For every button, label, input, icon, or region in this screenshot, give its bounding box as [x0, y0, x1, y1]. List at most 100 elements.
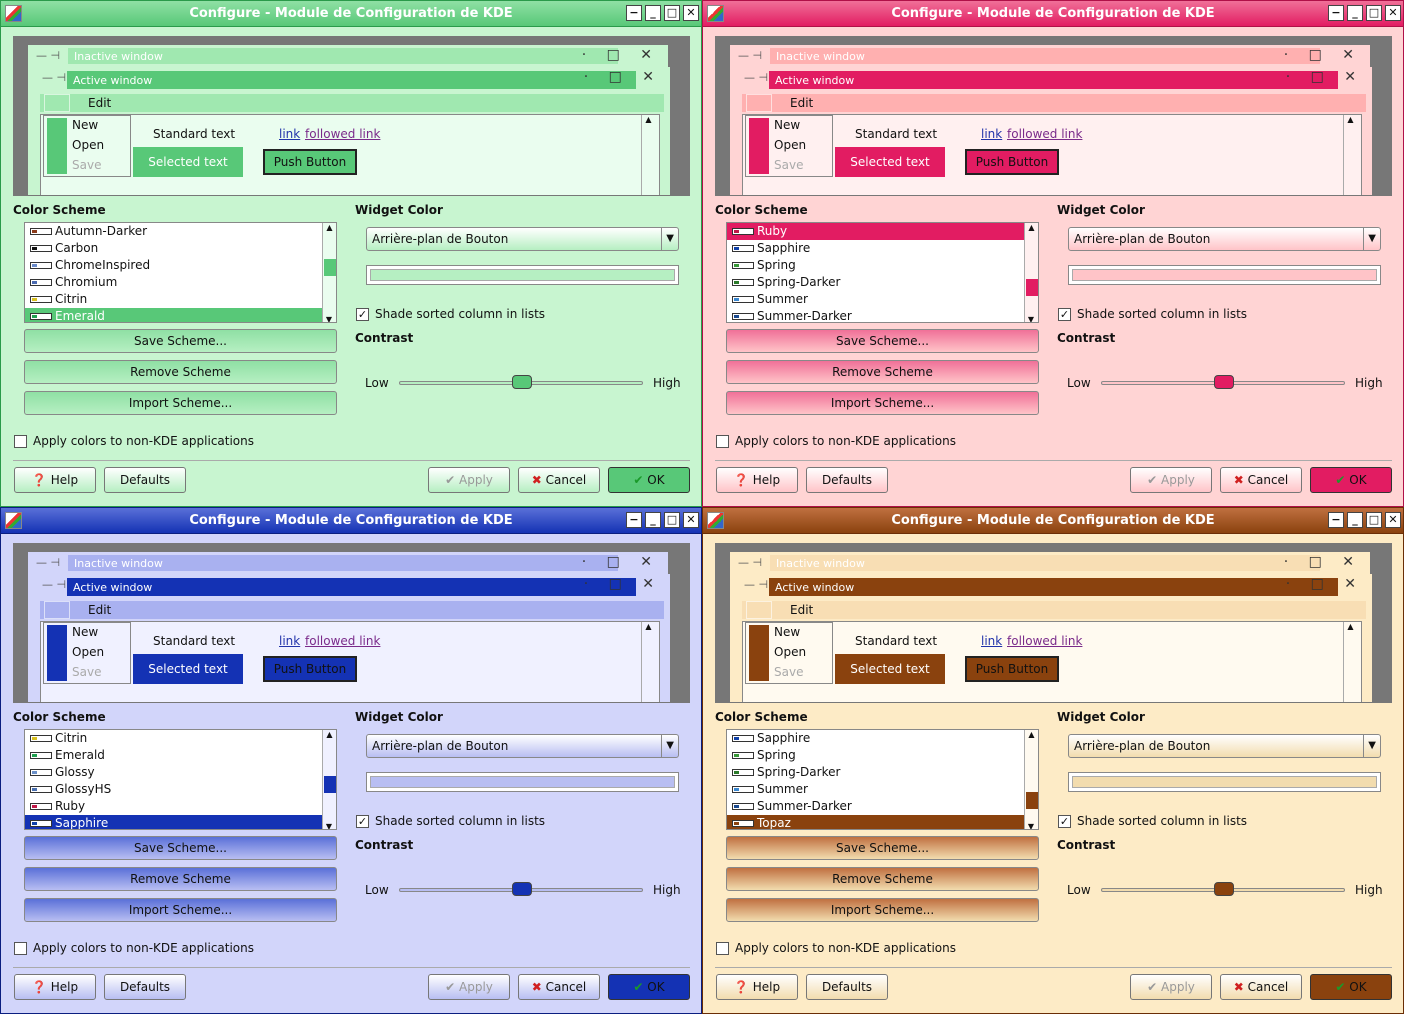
widget-color-button[interactable] — [366, 772, 679, 792]
scheme-list-item[interactable]: Citrin — [25, 730, 336, 747]
cancel-button[interactable]: ✖ Cancel — [1220, 974, 1302, 1000]
scheme-list-scrollbar[interactable]: ▲ ▼ — [1024, 730, 1038, 830]
scheme-list-item[interactable]: Spring-Darker — [727, 274, 1038, 291]
help-button[interactable]: ❓ Help — [14, 467, 96, 493]
shade-sorted-checkbox[interactable]: ✓ — [1058, 815, 1071, 828]
contrast-slider[interactable] — [1101, 375, 1345, 389]
close-icon[interactable]: ✕ — [683, 512, 699, 528]
scheme-list-item[interactable]: Sapphire — [727, 730, 1038, 747]
save-scheme-button[interactable]: Save Scheme... — [726, 329, 1039, 353]
window-titlebar[interactable]: Configure - Module de Configuration de K… — [703, 508, 1403, 534]
defaults-button[interactable]: Defaults — [104, 467, 186, 493]
arrow-down-icon[interactable]: ▼ — [325, 822, 333, 830]
save-scheme-button[interactable]: Save Scheme... — [24, 329, 337, 353]
arrow-down-icon[interactable]: ▼ — [1027, 822, 1035, 830]
close-icon[interactable]: ✕ — [683, 5, 699, 21]
window-titlebar[interactable]: Configure - Module de Configuration de K… — [703, 1, 1403, 27]
import-scheme-button[interactable]: Import Scheme... — [24, 391, 337, 415]
contrast-slider[interactable] — [399, 375, 643, 389]
ok-button[interactable]: ✔ OK — [1310, 467, 1392, 493]
defaults-button[interactable]: Defaults — [104, 974, 186, 1000]
remove-scheme-button[interactable]: Remove Scheme — [24, 360, 337, 384]
ok-button[interactable]: ✔ OK — [608, 467, 690, 493]
slider-handle[interactable] — [1214, 882, 1234, 896]
import-scheme-button[interactable]: Import Scheme... — [726, 391, 1039, 415]
scheme-list-item[interactable]: Autumn-Darker — [25, 223, 336, 240]
contrast-slider[interactable] — [399, 882, 643, 896]
import-scheme-button[interactable]: Import Scheme... — [24, 898, 337, 922]
apply-button[interactable]: ✔ Apply — [428, 467, 510, 493]
cancel-button[interactable]: ✖ Cancel — [518, 974, 600, 1000]
apply-non-kde-checkbox[interactable] — [716, 942, 729, 955]
minimize-icon[interactable]: _ — [645, 5, 661, 21]
scheme-list-item[interactable]: Glossy — [25, 764, 336, 781]
help-icon[interactable]: − — [1328, 5, 1344, 21]
defaults-button[interactable]: Defaults — [806, 974, 888, 1000]
scrollbar-thumb[interactable] — [1026, 279, 1038, 296]
chevron-down-icon[interactable]: ▼ — [1363, 228, 1376, 250]
scheme-list-scrollbar[interactable]: ▲ ▼ — [322, 730, 336, 830]
help-icon[interactable]: − — [626, 512, 642, 528]
maximize-icon[interactable]: □ — [1366, 5, 1382, 21]
widget-color-button[interactable] — [366, 265, 679, 285]
scheme-list-item[interactable]: Ruby — [25, 798, 336, 815]
scheme-list-item[interactable]: Summer — [727, 781, 1038, 798]
remove-scheme-button[interactable]: Remove Scheme — [24, 867, 337, 891]
color-scheme-list[interactable]: Ruby Sapphire Spring Spring-Darker Summe… — [726, 222, 1039, 323]
scheme-list-item[interactable]: Spring-Darker — [727, 764, 1038, 781]
cancel-button[interactable]: ✖ Cancel — [1220, 467, 1302, 493]
apply-non-kde-checkbox[interactable] — [716, 435, 729, 448]
chevron-down-icon[interactable]: ▼ — [661, 228, 674, 250]
defaults-button[interactable]: Defaults — [806, 467, 888, 493]
widget-color-button[interactable] — [1068, 265, 1381, 285]
color-scheme-list[interactable]: Citrin Emerald Glossy GlossyHS Ruby — [24, 729, 337, 830]
scheme-list-item[interactable]: Ruby — [727, 223, 1038, 240]
apply-button[interactable]: ✔ Apply — [1130, 974, 1212, 1000]
scheme-list-item[interactable]: Carbon — [25, 240, 336, 257]
scheme-list-item[interactable]: Chromium — [25, 274, 336, 291]
widget-color-select[interactable]: Arrière-plan de Bouton ▼ — [1068, 734, 1381, 758]
help-button[interactable]: ❓ Help — [716, 974, 798, 1000]
slider-handle[interactable] — [512, 375, 532, 389]
arrow-up-icon[interactable]: ▲ — [1028, 223, 1035, 232]
help-button[interactable]: ❓ Help — [716, 467, 798, 493]
ok-button[interactable]: ✔ OK — [1310, 974, 1392, 1000]
help-button[interactable]: ❓ Help — [14, 974, 96, 1000]
slider-handle[interactable] — [512, 882, 532, 896]
close-icon[interactable]: ✕ — [1385, 512, 1401, 528]
close-icon[interactable]: ✕ — [1385, 5, 1401, 21]
maximize-icon[interactable]: □ — [1366, 512, 1382, 528]
arrow-down-icon[interactable]: ▼ — [1027, 315, 1035, 323]
color-scheme-list[interactable]: Sapphire Spring Spring-Darker Summer Sum… — [726, 729, 1039, 830]
scheme-list-item[interactable]: Spring — [727, 257, 1038, 274]
apply-non-kde-checkbox[interactable] — [14, 435, 27, 448]
remove-scheme-button[interactable]: Remove Scheme — [726, 867, 1039, 891]
scheme-list-item[interactable]: Summer — [727, 291, 1038, 308]
slider-handle[interactable] — [1214, 375, 1234, 389]
widget-color-select[interactable]: Arrière-plan de Bouton ▼ — [1068, 227, 1381, 251]
shade-sorted-checkbox[interactable]: ✓ — [356, 815, 369, 828]
scrollbar-thumb[interactable] — [1026, 792, 1038, 809]
save-scheme-button[interactable]: Save Scheme... — [24, 836, 337, 860]
window-titlebar[interactable]: Configure - Module de Configuration de K… — [1, 1, 701, 27]
save-scheme-button[interactable]: Save Scheme... — [726, 836, 1039, 860]
scheme-list-item[interactable]: Summer-Darker — [727, 308, 1038, 322]
scheme-list-item[interactable]: Topaz — [727, 815, 1038, 829]
minimize-icon[interactable]: _ — [1347, 512, 1363, 528]
widget-color-select[interactable]: Arrière-plan de Bouton ▼ — [366, 734, 679, 758]
scheme-list-item[interactable]: Emerald — [25, 308, 336, 322]
arrow-up-icon[interactable]: ▲ — [326, 730, 333, 739]
scheme-list-item[interactable]: GlossyHS — [25, 781, 336, 798]
maximize-icon[interactable]: □ — [664, 512, 680, 528]
widget-color-button[interactable] — [1068, 772, 1381, 792]
help-icon[interactable]: − — [1328, 512, 1344, 528]
remove-scheme-button[interactable]: Remove Scheme — [726, 360, 1039, 384]
chevron-down-icon[interactable]: ▼ — [1363, 735, 1376, 757]
arrow-down-icon[interactable]: ▼ — [325, 315, 333, 323]
apply-button[interactable]: ✔ Apply — [1130, 467, 1212, 493]
help-icon[interactable]: − — [626, 5, 642, 21]
scheme-list-item[interactable]: Sapphire — [727, 240, 1038, 257]
scheme-list-item[interactable]: Sapphire — [25, 815, 336, 829]
scrollbar-thumb[interactable] — [324, 776, 336, 793]
scheme-list-scrollbar[interactable]: ▲ ▼ — [1024, 223, 1038, 323]
